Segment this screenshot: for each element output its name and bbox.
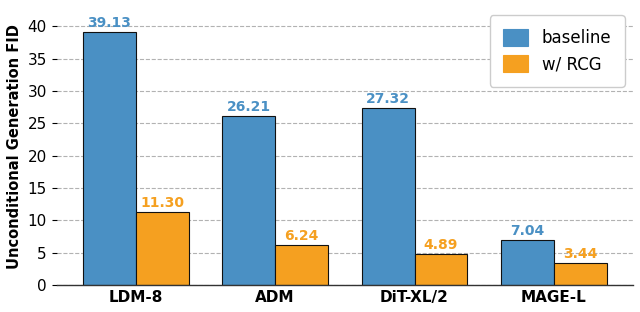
Text: 6.24: 6.24 [284,229,319,243]
Text: 11.30: 11.30 [140,196,184,210]
Bar [83,32,136,285]
Bar [275,245,328,285]
Text: 7.04: 7.04 [510,224,545,238]
Bar [415,254,467,285]
Bar [362,108,415,285]
Text: 39.13: 39.13 [87,16,131,30]
Text: 3.44: 3.44 [563,247,598,261]
Bar [136,212,189,285]
Y-axis label: Unconditional Generation FID: Unconditional Generation FID [7,24,22,269]
Bar [222,115,275,285]
Legend: baseline, w/ RCG: baseline, w/ RCG [490,15,625,87]
Text: 27.32: 27.32 [366,92,410,106]
Bar [554,263,607,285]
Text: 4.89: 4.89 [424,238,458,251]
Bar [501,240,554,285]
Text: 26.21: 26.21 [227,100,271,114]
